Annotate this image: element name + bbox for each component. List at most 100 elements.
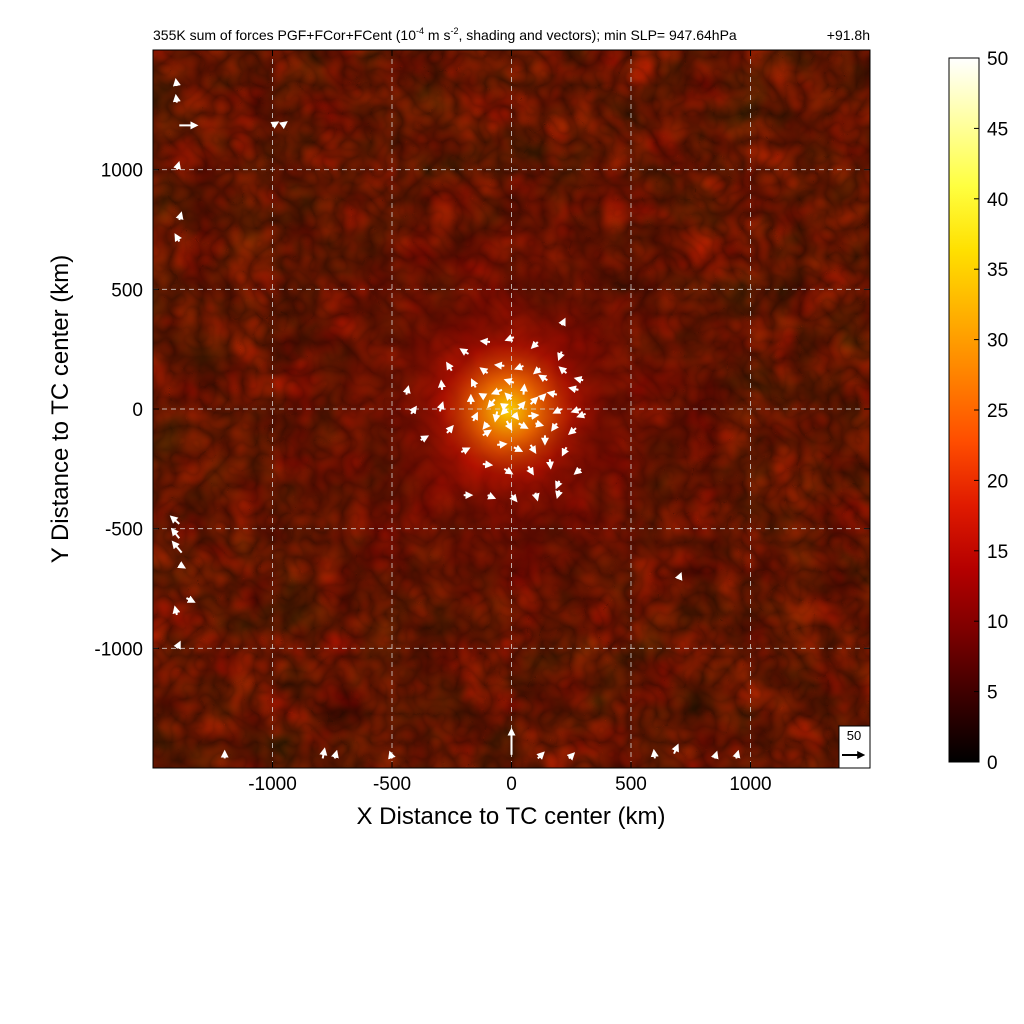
force-vector [529, 396, 539, 405]
y-tick-label: -500 [105, 520, 143, 541]
force-vector [528, 444, 537, 455]
force-vector [459, 348, 470, 356]
force-vector [510, 411, 520, 421]
force-vector [551, 422, 559, 432]
y-tick-label: 500 [111, 280, 143, 301]
plot-area [153, 50, 870, 768]
colorbar-tick-label: 35 [987, 260, 1008, 281]
force-vector [478, 392, 488, 401]
x-tick-label: 0 [506, 774, 517, 795]
force-vector [445, 424, 454, 434]
force-vector [573, 375, 584, 384]
force-vector [482, 460, 494, 469]
colorbar-tick-label: 45 [987, 119, 1008, 140]
force-vector [537, 393, 547, 402]
force-vector [319, 747, 328, 759]
force-vector [546, 459, 554, 470]
force-vector [532, 366, 542, 375]
x-axis-title: X Distance to TC center (km) [357, 803, 666, 830]
y-axis-title: Y Distance to TC center (km) [47, 255, 74, 564]
force-vector [487, 398, 496, 409]
force-vector [710, 750, 719, 760]
force-vector [528, 411, 540, 420]
y-tick-label: 0 [132, 400, 143, 421]
force-vector [558, 366, 568, 375]
force-vector [177, 561, 187, 569]
colorbar: 0 5 10 15 20 25 30 35 40 45 50 [948, 49, 1008, 774]
force-vector [499, 403, 509, 411]
force-vector [504, 420, 513, 431]
time-label: +91.8h [827, 27, 870, 43]
x-tick-label: 500 [615, 774, 647, 795]
force-vector [482, 421, 491, 430]
reference-vector-label: 50 [847, 728, 861, 743]
force-vector [331, 749, 339, 759]
force-vector [538, 374, 548, 383]
title-unit-exponent: -2 [450, 26, 458, 36]
force-vector [479, 367, 489, 376]
force-vector [503, 377, 515, 386]
force-vector [490, 387, 503, 395]
grid-lines [153, 50, 870, 768]
force-vectors [169, 77, 741, 761]
x-axis-ticks: -1000 -500 0 500 1000 [248, 50, 772, 795]
force-vector [514, 362, 524, 371]
force-vector [531, 492, 540, 502]
y-tick-label: 1000 [101, 161, 143, 182]
force-vector [513, 444, 524, 452]
force-vector [409, 405, 417, 415]
force-vector [437, 379, 446, 390]
title-unit: m s [424, 27, 450, 43]
force-vector [446, 361, 454, 372]
force-vector [573, 466, 583, 475]
force-vector [552, 406, 563, 414]
force-vector [568, 385, 579, 394]
force-vector [557, 351, 565, 361]
force-vector [279, 121, 288, 130]
force-vector [650, 748, 659, 759]
x-tick-label: -1000 [248, 774, 297, 795]
force-vector [509, 493, 518, 503]
force-vector [172, 605, 181, 616]
force-vector [504, 392, 513, 401]
force-vector [519, 383, 528, 395]
force-vector [504, 334, 515, 342]
colorbar-tick-label: 5 [987, 683, 998, 704]
force-vector [555, 480, 563, 490]
colorbar-tick-label: 40 [987, 190, 1008, 211]
force-vector [388, 750, 396, 760]
force-vector [546, 390, 558, 398]
reference-vector-key: 50 [838, 725, 871, 769]
force-vector [674, 571, 683, 581]
force-vector [671, 743, 679, 755]
force-vector [558, 317, 566, 327]
force-vector [530, 340, 540, 350]
force-vector [503, 466, 514, 475]
force-vector [576, 410, 586, 419]
title-tail: , shading and vectors); min SLP= 947.64h… [458, 27, 736, 43]
chart-title: 355K sum of forces PGF+FCor+FCent (10-4 … [153, 26, 737, 43]
force-vector [436, 401, 445, 412]
force-vector [460, 447, 471, 455]
colorbar-tick-label: 50 [987, 49, 1008, 70]
force-vector [170, 527, 181, 539]
force-vector [487, 491, 497, 500]
force-vector [173, 160, 182, 170]
force-vector [566, 752, 576, 761]
force-vector [186, 595, 196, 603]
force-vector [169, 515, 180, 525]
y-axis-ticks: -1000 -500 0 500 1000 [94, 161, 870, 660]
force-vector [568, 426, 577, 436]
force-vector [482, 429, 492, 438]
force-vector [173, 640, 181, 650]
force-vector [492, 411, 501, 423]
force-vector [420, 435, 430, 443]
colorbar-tick-label: 10 [987, 612, 1008, 633]
force-vector [536, 751, 545, 760]
force-vector [471, 378, 479, 388]
force-vector [555, 490, 563, 500]
force-vector [479, 337, 491, 346]
y-tick-label: -1000 [94, 639, 143, 660]
force-vector [175, 211, 184, 221]
